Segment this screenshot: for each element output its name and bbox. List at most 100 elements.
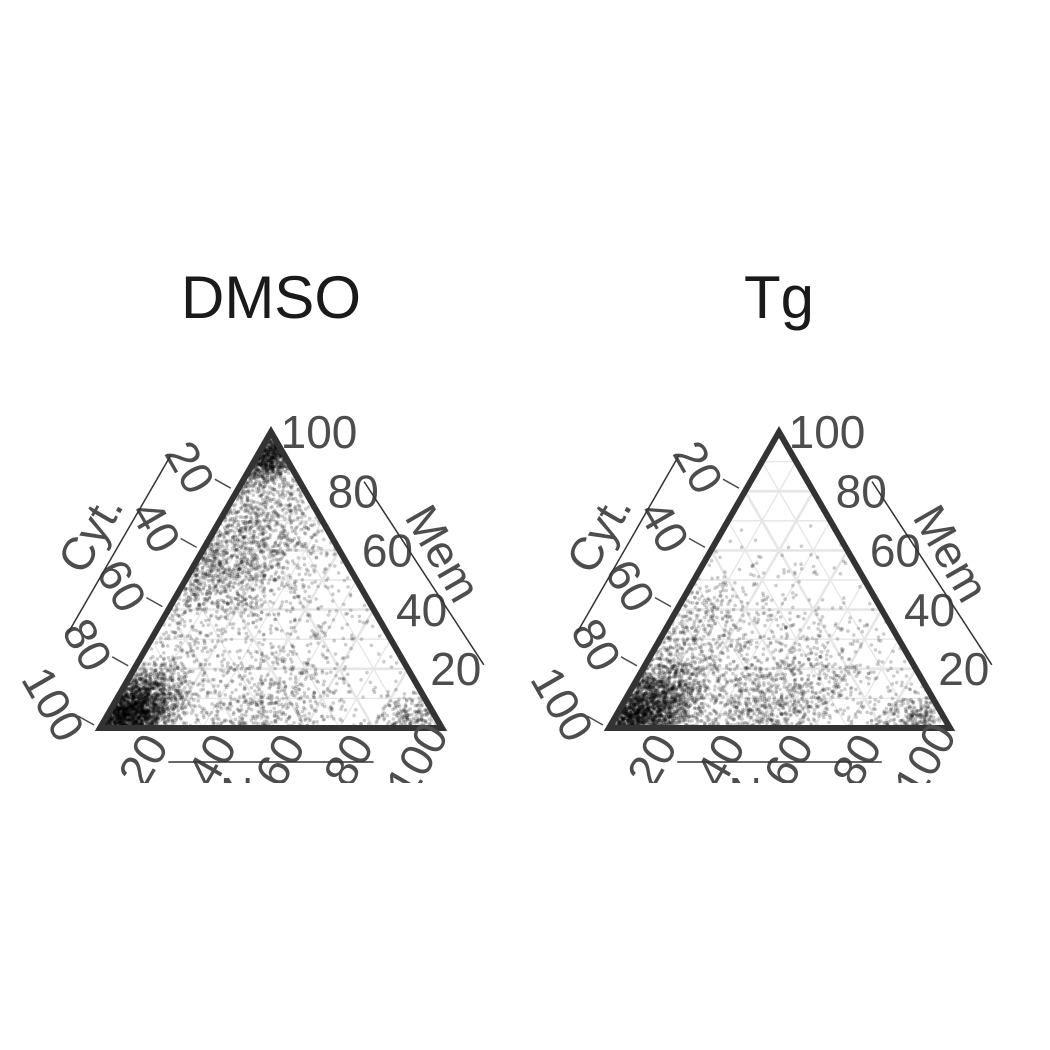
data-point [300,499,305,503]
data-point [261,512,266,516]
data-point [417,696,422,700]
data-point [243,669,248,674]
data-point [159,693,164,698]
data-point [259,539,264,543]
data-point [117,711,122,716]
data-point [264,470,269,475]
data-point [191,649,195,653]
data-point [232,697,237,702]
data-point [233,606,238,610]
data-point [412,721,417,725]
data-point [125,706,130,711]
data-point [342,602,346,607]
data-point [287,471,291,475]
data-point [277,645,281,649]
data-point [144,697,148,702]
data-point [123,703,127,707]
data-point [299,509,303,513]
data-point [307,594,312,599]
data-point [265,453,269,458]
data-point [327,689,331,693]
data-point [274,460,279,465]
data-point [254,658,258,662]
data-point [249,686,254,690]
data-point [148,699,152,704]
grid-line [201,520,323,729]
data-point [316,641,320,645]
data-point [246,508,251,512]
data-point [127,720,131,724]
data-point [193,588,197,592]
data-point [296,487,300,492]
data-point [417,718,421,722]
data-point [224,638,228,642]
data-point [145,697,149,701]
data-point [144,714,149,718]
data-point [151,693,155,698]
data-point [302,694,307,698]
data-point [131,695,136,700]
data-point [189,704,193,708]
data-point [228,606,233,610]
data-point [147,721,152,726]
data-point [275,490,280,495]
data-point [244,587,249,591]
data-point [249,506,254,511]
data-point [129,710,134,715]
data-point [319,551,323,556]
data-point [316,545,321,550]
data-point [146,714,151,719]
data-point [296,556,301,560]
data-point [269,574,274,579]
data-point [297,536,301,540]
data-point [112,711,117,716]
data-point [304,520,308,525]
data-point [233,717,238,722]
data-point [240,717,245,721]
data-point [261,503,266,507]
data-point [114,714,119,719]
data-point [254,625,258,629]
data-point [155,690,160,695]
data-point [237,695,242,699]
data-point [131,714,135,718]
data-point [219,553,224,558]
data-point [219,591,223,596]
data-point [264,709,269,714]
data-point [190,587,195,591]
data-point [273,523,277,528]
grid-line [253,461,409,729]
data-point [275,690,280,694]
data-point [262,539,266,543]
data-point [238,515,242,519]
data-point [122,698,126,702]
data-point [145,694,150,699]
data-point [141,691,145,696]
data-point [284,696,289,700]
data-point [123,707,128,711]
data-point [246,613,251,618]
data-point [186,654,190,658]
data-point [271,487,276,492]
data-point [195,646,199,651]
data-point [159,701,163,706]
data-point [273,453,278,458]
data-point [291,644,295,649]
data-point [319,714,324,719]
data-point [192,642,197,647]
data-point [285,566,290,570]
data-point [226,661,230,665]
data-point [258,484,263,488]
data-point [258,661,263,665]
data-point [161,701,166,706]
data-point [334,609,339,613]
data-point [342,578,347,583]
data-point [145,716,149,720]
data-point [234,667,238,671]
data-point [273,459,278,463]
data-point [212,684,216,688]
data-point [196,603,201,607]
data-point [268,447,272,451]
data-point [176,682,180,686]
data-point [294,543,298,548]
